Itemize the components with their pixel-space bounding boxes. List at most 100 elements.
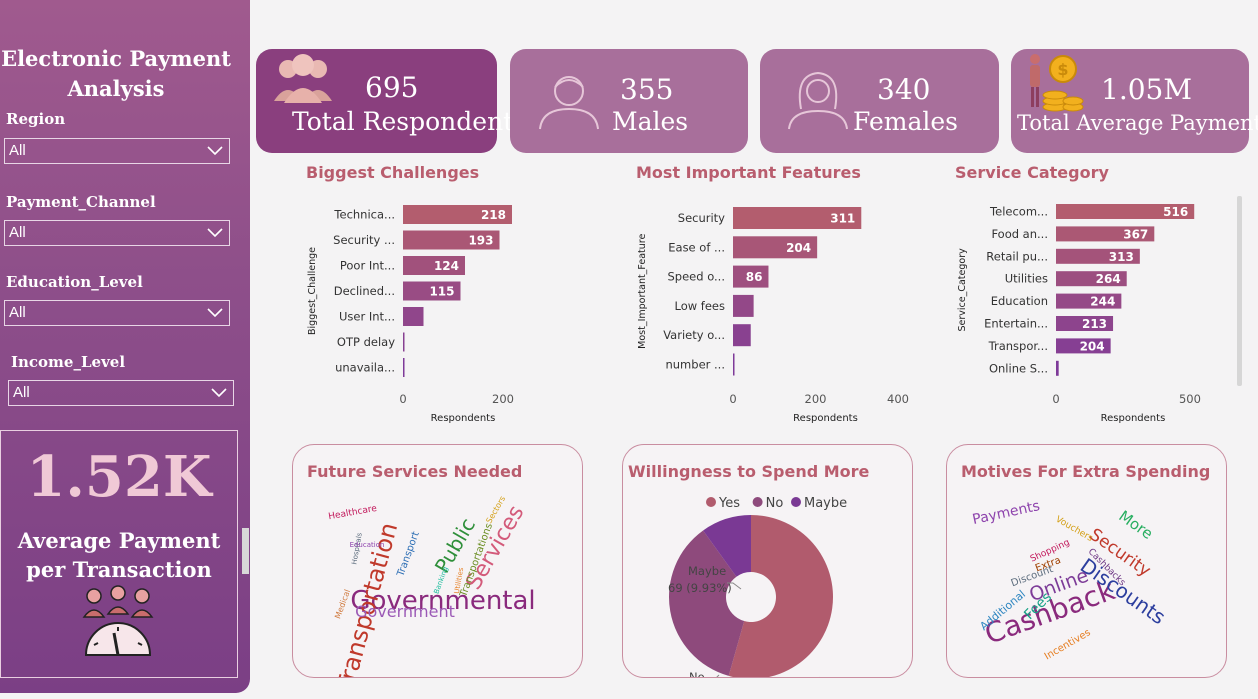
male-user-icon <box>539 76 599 130</box>
x-tick-label: 200 <box>805 392 827 406</box>
biggest-challenges-title: Biggest Challenges <box>306 163 480 182</box>
bar-2 <box>403 230 500 250</box>
bar-value-label: 367 <box>1123 227 1148 241</box>
bar-value-label: 313 <box>1109 250 1134 264</box>
group-people-icon <box>274 54 332 103</box>
bar-value-label: 311 <box>830 212 855 226</box>
bar-7 <box>1056 338 1111 354</box>
bar-value-label: 115 <box>429 285 454 299</box>
income-level-filter-dropdown[interactable]: All <box>8 380 234 406</box>
bar-value-label: 516 <box>1163 205 1188 219</box>
motives-title: Motives For Extra Spending <box>961 462 1211 481</box>
category-label: number ... <box>665 358 725 372</box>
future-services-panel: Future Services Needed Governmental Trans… <box>292 444 583 678</box>
bar-value-label: 244 <box>1090 295 1115 309</box>
education-level-filter-dropdown[interactable]: All <box>4 300 230 326</box>
region-filter-value: All <box>9 142 26 159</box>
willingness-title: Willingness to Spend More <box>628 462 870 481</box>
category-label: Poor Int... <box>340 259 395 273</box>
slice-category-label: Maybe <box>688 564 726 578</box>
willingness-panel: Willingness to Spend More YesNoMaybeYes3… <box>622 444 913 678</box>
category-label: Ease of ... <box>668 240 725 254</box>
total-average-payments-card: $ 1.05M Total Average Payments <box>1011 49 1258 153</box>
service-category-bar-chart: Telecom... 516 Food an... 367 Retail pu... 31… <box>957 204 1201 424</box>
word: Healthcare <box>328 504 379 522</box>
word: More <box>1115 507 1156 543</box>
bar-5 <box>733 324 751 347</box>
bar-4 <box>733 294 754 317</box>
total-respondents-card: 695 Total Respondents <box>256 49 526 153</box>
females-card: 340 Females <box>760 49 999 153</box>
bar-1 <box>1056 204 1195 219</box>
chevron-down-icon <box>207 228 223 238</box>
payment-channel-filter-value: All <box>9 224 26 241</box>
bar-4 <box>403 281 461 301</box>
service-category-scrollbar[interactable] <box>1237 196 1242 386</box>
region-filter-dropdown[interactable]: All <box>4 138 230 164</box>
bar-1 <box>403 205 512 224</box>
category-label: Transpor... <box>988 339 1048 353</box>
leader-line <box>716 674 720 677</box>
bar-3 <box>403 256 465 275</box>
bar-value-label: 124 <box>434 259 459 273</box>
bar-3 <box>733 265 769 288</box>
bar-6 <box>1056 316 1114 331</box>
category-label: unavaila... <box>335 361 395 375</box>
education-level-filter-label: Education_Level <box>6 273 143 291</box>
total-average-payments-label: Total Average Payments <box>1017 111 1258 135</box>
category-label: User Int... <box>339 310 395 324</box>
category-label: Technica... <box>333 208 395 222</box>
chevron-down-icon <box>207 308 223 318</box>
total-respondents-value: 695 <box>365 71 419 104</box>
x-tick-label: 400 <box>887 392 909 406</box>
payment-meter-people-icon <box>82 585 154 656</box>
females-value: 340 <box>877 73 931 106</box>
bar-5 <box>1056 293 1122 309</box>
legend-marker <box>791 497 801 507</box>
donut-slice-yes <box>728 515 833 677</box>
legend-label: No <box>766 496 784 511</box>
category-label: Retail pu... <box>986 249 1048 263</box>
bar-value-label: 193 <box>468 234 493 248</box>
females-label: Females <box>853 107 959 136</box>
category-label: Variety o... <box>663 328 725 342</box>
males-label: Males <box>612 107 689 136</box>
x-tick-label: 0 <box>1052 392 1059 406</box>
future-services-title: Future Services Needed <box>307 462 523 481</box>
female-user-icon <box>788 71 848 130</box>
x-tick-label: 0 <box>399 392 406 406</box>
chevron-down-icon <box>211 388 227 398</box>
category-label: Food an... <box>991 227 1048 241</box>
category-label: Low fees <box>675 299 726 313</box>
x-tick-label: 500 <box>1179 392 1201 406</box>
x-tick-label: 200 <box>492 392 514 406</box>
word: Education <box>350 541 385 549</box>
word: Government <box>355 602 455 621</box>
x-tick-label: 0 <box>729 392 736 406</box>
bar-value-label: 204 <box>1080 339 1105 353</box>
sidebar: Electronic Payment Analysis Region All P… <box>0 0 250 693</box>
sidebar-scrollbar[interactable] <box>242 528 249 574</box>
legend-label: Maybe <box>804 496 847 511</box>
x-axis-title: Respondents <box>793 413 858 424</box>
category-label: Speed o... <box>667 270 725 284</box>
svg-text:$: $ <box>1057 60 1068 79</box>
most-important-features-title: Most Important Features <box>636 163 861 182</box>
bar-7 <box>403 358 405 377</box>
motives-wordcloud: CashbackDiscountsOnlineSecurityMorePayme… <box>971 498 1170 662</box>
bar-value-label: 264 <box>1096 272 1121 286</box>
income-level-filter-label: Income_Level <box>11 353 126 371</box>
bar-value-label: 218 <box>481 208 506 222</box>
x-axis-title: Respondents <box>431 413 496 424</box>
payment-channel-filter-dropdown[interactable]: All <box>4 220 230 246</box>
education-level-filter-value: All <box>9 304 26 321</box>
x-axis-title: Respondents <box>1101 413 1166 424</box>
bar-6 <box>733 353 735 376</box>
leader-line <box>727 582 742 590</box>
word: Payments <box>971 498 1041 528</box>
category-label: Utilities <box>1005 272 1048 286</box>
most-important-features-bar-chart: Security 311 Ease of ... 204 Speed o... 86 Low… <box>637 207 909 424</box>
bar-3 <box>1056 248 1140 264</box>
word: Governmental <box>350 586 535 616</box>
category-label: Education <box>991 294 1048 308</box>
